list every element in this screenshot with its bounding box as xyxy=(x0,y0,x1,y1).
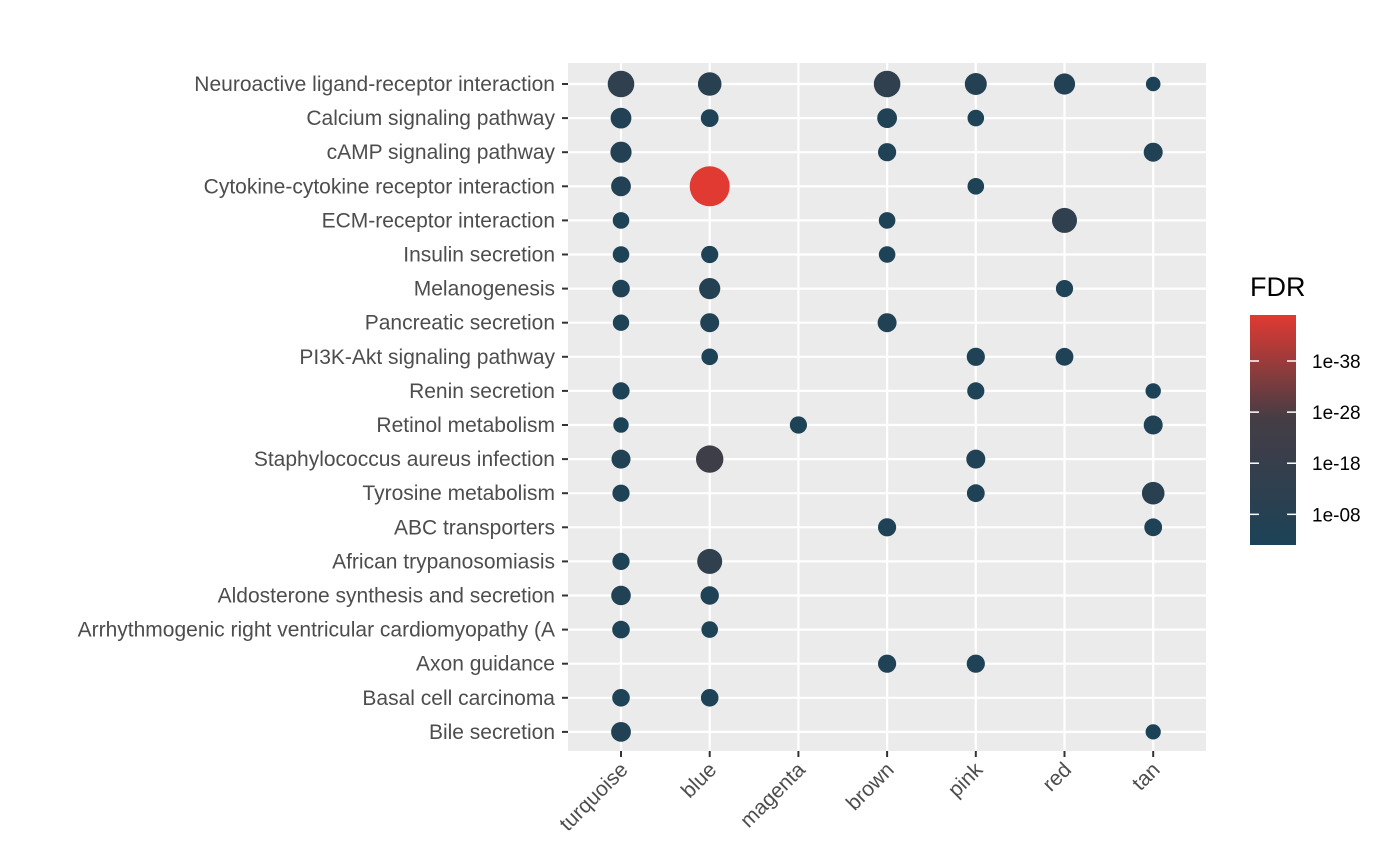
y-tick-label: Arrhythmogenic right ventricular cardiom… xyxy=(78,619,555,642)
y-tick-label: ABC transporters xyxy=(394,516,555,539)
x-tick-label: pink xyxy=(944,758,988,802)
point-red xyxy=(1055,280,1074,298)
legend-tick-label: 1e-18 xyxy=(1312,454,1361,475)
y-tick-label: Axon guidance xyxy=(416,653,555,676)
point-blue xyxy=(696,445,724,473)
y-tick-label: Pancreatic secretion xyxy=(365,312,555,335)
legend-tick-label: 1e-08 xyxy=(1312,505,1361,526)
point-pink xyxy=(966,449,986,469)
y-tick-label: Retinol metabolism xyxy=(376,414,555,437)
y-tick-label: Melanogenesis xyxy=(414,278,555,301)
y-tick-label: Renin secretion xyxy=(409,380,555,403)
x-tick-label: blue xyxy=(677,758,721,802)
y-tick-label: Tyrosine metabolism xyxy=(362,482,555,505)
point-tan xyxy=(1143,142,1163,162)
y-tick-label: Bile secretion xyxy=(429,721,555,744)
x-tick-label: magenta xyxy=(736,758,810,832)
point-brown xyxy=(877,313,897,333)
point-blue xyxy=(689,166,730,207)
legend-tick-label: 1e-28 xyxy=(1312,403,1361,424)
point-pink xyxy=(967,109,985,127)
legend-title: FDR xyxy=(1250,272,1306,302)
point-turquoise xyxy=(610,141,632,163)
point-blue xyxy=(700,586,719,605)
point-blue xyxy=(699,278,721,300)
point-pink xyxy=(966,347,985,366)
y-tick-label: African trypanosomiasis xyxy=(332,550,555,573)
point-red xyxy=(1055,347,1074,366)
point-brown xyxy=(878,654,897,673)
legend-tick-label: 1e-38 xyxy=(1312,352,1361,373)
fdr-legend: FDR 1e-38 1e-28 1e-18 1e-08 xyxy=(1250,272,1361,545)
y-tick-label: Cytokine-cytokine receptor interaction xyxy=(204,175,555,198)
x-axis: turquoise blue magenta brown pink red tan xyxy=(555,751,1165,836)
point-blue xyxy=(701,348,718,366)
point-blue xyxy=(697,72,722,96)
y-tick-label: Neuroactive ligand-receptor interaction xyxy=(194,73,555,96)
point-turquoise xyxy=(612,689,630,707)
point-blue xyxy=(701,245,719,264)
point-turquoise xyxy=(611,585,631,606)
point-blue xyxy=(700,109,719,127)
point-pink xyxy=(966,484,985,503)
point-brown xyxy=(878,518,897,537)
y-tick-label: PI3K-Akt signaling pathway xyxy=(299,346,555,369)
point-pink xyxy=(966,654,985,673)
point-turquoise xyxy=(612,212,630,229)
y-tick-label: Calcium signaling pathway xyxy=(306,107,555,130)
y-tick-label: ECM-receptor interaction xyxy=(322,209,555,232)
point-brown xyxy=(878,143,897,162)
point-turquoise xyxy=(612,382,630,400)
point-turquoise xyxy=(611,176,631,197)
point-blue xyxy=(701,621,718,638)
point-turquoise xyxy=(612,484,630,502)
point-tan xyxy=(1145,724,1161,740)
x-tick-label: brown xyxy=(842,758,899,815)
point-turquoise xyxy=(612,246,630,263)
point-tan xyxy=(1143,415,1163,435)
point-turquoise xyxy=(613,417,629,433)
point-turquoise xyxy=(612,552,630,571)
point-pink xyxy=(967,382,985,400)
point-turquoise xyxy=(612,279,630,298)
point-turquoise xyxy=(612,314,630,331)
point-blue xyxy=(697,548,723,574)
point-tan xyxy=(1141,481,1165,505)
data-points xyxy=(607,70,1165,742)
point-blue xyxy=(700,313,720,333)
x-tick-label: red xyxy=(1038,758,1076,796)
point-pink xyxy=(964,73,987,95)
point-red xyxy=(1052,207,1077,233)
point-magenta xyxy=(789,416,808,434)
point-brown xyxy=(878,212,896,229)
point-red xyxy=(1053,73,1076,95)
y-tick-label: Aldosterone synthesis and secretion xyxy=(218,585,555,608)
legend-colorbar xyxy=(1250,315,1296,545)
point-brown xyxy=(878,246,896,263)
point-brown xyxy=(873,70,901,98)
point-blue xyxy=(700,689,719,707)
point-pink xyxy=(967,178,985,195)
x-tick-label: turquoise xyxy=(555,758,632,835)
y-tick-label: Staphylococcus aureus infection xyxy=(254,448,555,471)
legend-ticks: 1e-38 1e-28 1e-18 1e-08 xyxy=(1250,352,1361,526)
x-tick-label: tan xyxy=(1128,758,1165,795)
point-turquoise xyxy=(611,722,631,742)
point-turquoise xyxy=(611,449,631,469)
y-axis: Neuroactive ligand-receptor interaction C… xyxy=(78,73,568,744)
point-tan xyxy=(1145,383,1161,399)
point-tan xyxy=(1145,76,1161,92)
y-tick-label: cAMP signaling pathway xyxy=(327,141,556,164)
y-tick-label: Basal cell carcinoma xyxy=(362,687,555,710)
point-turquoise xyxy=(607,70,635,98)
point-tan xyxy=(1144,518,1163,537)
point-turquoise xyxy=(610,107,632,129)
y-tick-label: Insulin secretion xyxy=(403,244,555,267)
point-turquoise xyxy=(612,620,630,639)
point-brown xyxy=(877,108,897,128)
